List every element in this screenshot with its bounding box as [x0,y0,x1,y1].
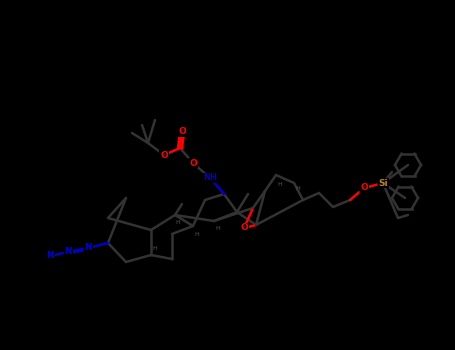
Text: O: O [189,159,197,168]
Text: N: N [64,247,72,257]
Text: H: H [278,182,283,188]
Text: N: N [46,252,54,260]
Text: O: O [178,127,186,136]
Text: H: H [152,245,157,251]
Text: H: H [216,225,220,231]
Text: O: O [360,183,368,192]
Text: Si: Si [378,178,388,188]
Text: H: H [176,219,180,224]
Text: O: O [160,150,168,160]
Text: O: O [240,224,248,232]
Text: H: H [195,231,199,237]
Text: N: N [84,244,92,252]
Text: NH: NH [203,174,217,182]
Text: H: H [296,186,300,190]
